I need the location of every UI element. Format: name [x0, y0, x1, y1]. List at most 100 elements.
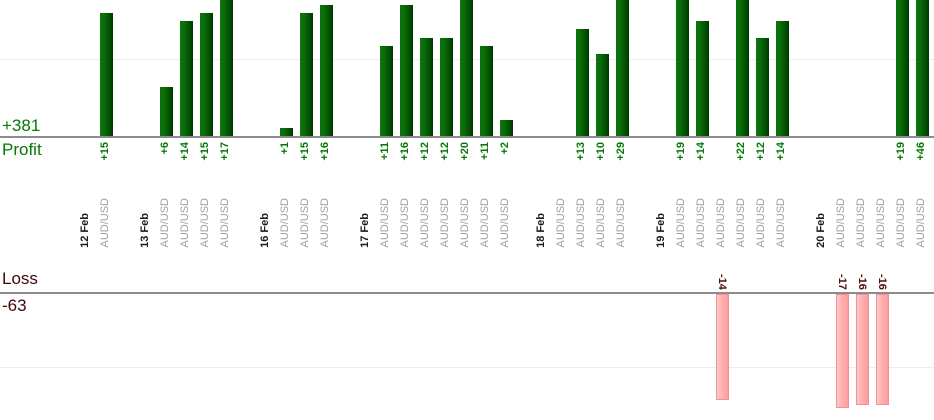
trade-profit-value-label: +11 — [379, 142, 391, 161]
date-label: 19 Feb — [655, 213, 667, 248]
loss-axis-label: Loss — [2, 269, 38, 288]
loss-bar — [836, 294, 849, 408]
trade-symbol-label: AUD/USD — [219, 198, 231, 248]
trade-symbol-label: AUD/USD — [399, 198, 411, 248]
trade-loss-value-label: -17 — [836, 274, 848, 290]
date-label: 17 Feb — [359, 213, 371, 248]
profit-bar — [616, 0, 629, 136]
trade-symbol-label: AUD/USD — [379, 198, 391, 248]
trade-profit-value-label: +11 — [479, 142, 491, 161]
profit-bar — [100, 13, 113, 136]
trade-profit-value-label: +17 — [219, 142, 231, 161]
profit-bar — [200, 13, 213, 136]
trade-symbol-label: AUD/USD — [439, 198, 451, 248]
trade-profit-value-label: +2 — [499, 142, 511, 155]
trade-profit-value-label: +12 — [439, 142, 451, 161]
profit-axis-label: Profit — [2, 140, 42, 159]
trade-symbol-label: AUD/USD — [159, 198, 171, 248]
trade-symbol-label: AUD/USD — [575, 198, 587, 248]
profit-bar — [320, 5, 333, 136]
trade-loss-value-label: -14 — [716, 274, 728, 290]
loss-total: -63 — [2, 296, 27, 315]
trade-symbol-label: AUD/USD — [855, 198, 867, 248]
profit-bar — [896, 0, 909, 136]
loss-bar — [716, 294, 729, 400]
profit-bar — [420, 38, 433, 136]
trade-symbol-label: AUD/USD — [419, 198, 431, 248]
trade-symbol-label: AUD/USD — [299, 198, 311, 248]
trade-symbol-label: AUD/USD — [499, 198, 511, 248]
trade-symbol-label: AUD/USD — [675, 198, 687, 248]
trade-symbol-label: AUD/USD — [199, 198, 211, 248]
trade-profit-value-label: +14 — [775, 142, 787, 161]
trade-profit-value-label: +46 — [915, 142, 927, 161]
trade-symbol-label: AUD/USD — [479, 198, 491, 248]
profit-bar — [480, 46, 493, 136]
trade-profit-value-label: +16 — [399, 142, 411, 161]
trade-symbol-label: AUD/USD — [835, 198, 847, 248]
trade-symbol-label: AUD/USD — [459, 198, 471, 248]
trade-symbol-label: AUD/USD — [555, 198, 567, 248]
profit-total: +381 — [2, 116, 41, 135]
trade-symbol-label: AUD/USD — [895, 198, 907, 248]
profit-bar — [300, 13, 313, 136]
trade-symbol-label: AUD/USD — [695, 198, 707, 248]
trade-profit-value-label: +16 — [319, 142, 331, 161]
trade-symbol-label: AUD/USD — [755, 198, 767, 248]
profit-bar — [460, 0, 473, 136]
trade-profit-value-label: +19 — [675, 142, 687, 161]
trade-symbol-label: AUD/USD — [179, 198, 191, 248]
trade-profit-value-label: +29 — [615, 142, 627, 161]
profit-bar — [380, 46, 393, 136]
profit-bar — [736, 0, 749, 136]
profit-bar — [916, 0, 929, 136]
trade-profit-value-label: +12 — [755, 142, 767, 161]
profit-bar — [676, 0, 689, 136]
profit-bar — [160, 87, 173, 136]
date-label: 13 Feb — [139, 213, 151, 248]
profit-bar — [776, 21, 789, 136]
trade-profit-value-label: +15 — [199, 142, 211, 161]
profit-bar — [440, 38, 453, 136]
trade-profit-value-label: +12 — [419, 142, 431, 161]
date-label: 16 Feb — [259, 213, 271, 248]
profit-bar — [696, 21, 709, 136]
profit-bar — [180, 21, 193, 136]
trade-symbol-label: AUD/USD — [775, 198, 787, 248]
trade-symbol-label: AUD/USD — [595, 198, 607, 248]
profit-bar — [500, 120, 513, 136]
profit-bar — [220, 0, 233, 136]
profit-bar — [280, 128, 293, 136]
trade-profit-value-label: +19 — [895, 142, 907, 161]
trade-symbol-label: AUD/USD — [319, 198, 331, 248]
profit-axis-line — [0, 136, 934, 138]
trade-profit-value-label: +15 — [299, 142, 311, 161]
trade-loss-value-label: -16 — [876, 274, 888, 290]
trade-loss-value-label: -16 — [856, 274, 868, 290]
trade-profit-value-label: +22 — [735, 142, 747, 161]
trade-symbol-label: AUD/USD — [99, 198, 111, 248]
trade-symbol-label: AUD/USD — [915, 198, 927, 248]
date-label: 18 Feb — [535, 213, 547, 248]
date-label: 12 Feb — [79, 213, 91, 248]
trade-profit-value-label: +20 — [459, 142, 471, 161]
trade-profit-value-label: +6 — [159, 142, 171, 155]
trade-profit-value-label: +14 — [695, 142, 707, 161]
profit-bar — [756, 38, 769, 136]
trade-profit-value-label: +14 — [179, 142, 191, 161]
trade-profit-value-label: +10 — [595, 142, 607, 161]
date-label: 20 Feb — [815, 213, 827, 248]
loss-axis-line — [0, 292, 934, 294]
profit-bar — [596, 54, 609, 136]
trade-profit-value-label: +13 — [575, 142, 587, 161]
profit-bar — [576, 29, 589, 136]
trade-symbol-label: AUD/USD — [875, 198, 887, 248]
trade-symbol-label: AUD/USD — [279, 198, 291, 248]
profit-bar — [400, 5, 413, 136]
trade-profit-value-label: +1 — [279, 142, 291, 155]
trade-symbol-label: AUD/USD — [715, 198, 727, 248]
trade-profit-value-label: +15 — [99, 142, 111, 161]
loss-bar — [876, 294, 889, 405]
trade-symbol-label: AUD/USD — [735, 198, 747, 248]
